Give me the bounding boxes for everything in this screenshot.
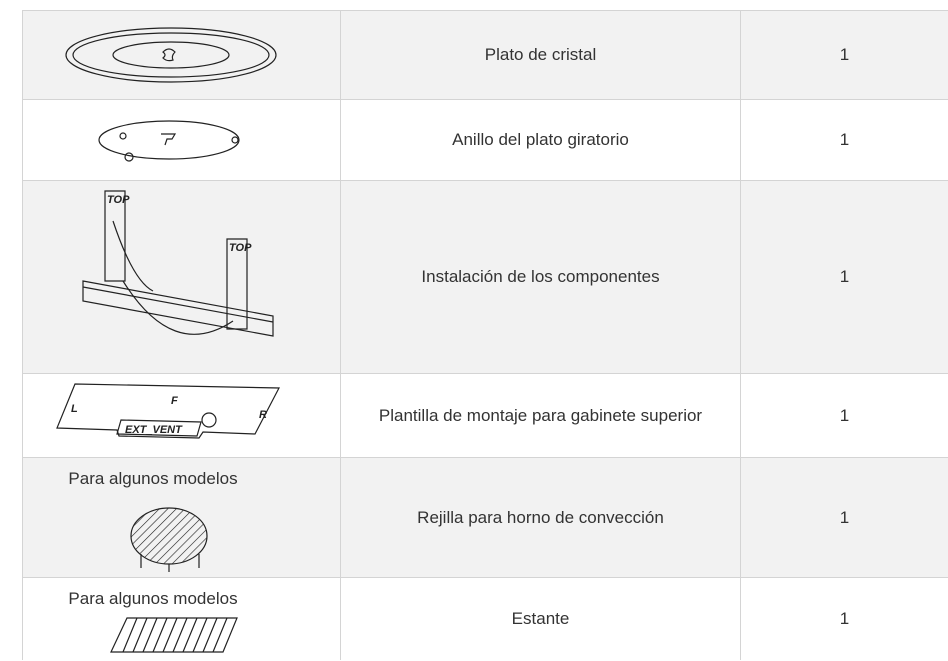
mounting-bracket-illustration: TOP TOP	[82, 190, 274, 337]
table-row: Para algunos modelos Rejilla para horno …	[22, 457, 948, 577]
item-quantity: 1	[740, 11, 948, 99]
item-name: Rejilla para horno de convección	[340, 458, 740, 577]
image-cell: Para algunos modelos	[22, 578, 340, 660]
image-cell: TOP TOP	[22, 181, 340, 373]
grill-illustration	[130, 507, 208, 572]
template-label: EXT_VENT	[125, 424, 183, 436]
item-quantity: 1	[740, 100, 948, 180]
table-row: Plato de cristal 1	[22, 10, 948, 99]
item-name: Instalación de los componentes	[340, 181, 740, 373]
table-row: Para algunos modelos Estante 1	[22, 577, 948, 660]
item-name: Plato de cristal	[340, 11, 740, 99]
table-row: TOP TOP Instalación de los componentes 1	[22, 180, 948, 373]
image-cell	[22, 11, 340, 99]
item-quantity: 1	[740, 181, 948, 373]
image-cell: Para algunos modelos	[22, 458, 340, 577]
item-name: Estante	[340, 578, 740, 660]
table-row: L F R EXT_VENT Plantilla de montaje para…	[22, 373, 948, 457]
image-cell	[22, 100, 340, 180]
template-label: R	[259, 409, 267, 421]
item-name: Anillo del plato giratorio	[340, 100, 740, 180]
item-name: Plantilla de montaje para gabinete super…	[340, 374, 740, 457]
bracket-label: TOP	[107, 194, 130, 206]
template-label: L	[71, 403, 78, 415]
item-quantity: 1	[740, 374, 948, 457]
item-note: Para algunos modelos	[68, 589, 238, 608]
bracket-label: TOP	[229, 242, 252, 254]
ring-illustration	[98, 120, 240, 162]
item-note: Para algunos modelos	[68, 469, 238, 488]
template-illustration: L F R EXT_VENT	[56, 383, 280, 439]
image-cell: L F R EXT_VENT	[22, 374, 340, 457]
template-label: F	[171, 395, 178, 407]
item-quantity: 1	[740, 578, 948, 660]
glass-tray-illustration	[65, 27, 277, 83]
item-quantity: 1	[740, 458, 948, 577]
table-row: Anillo del plato giratorio 1	[22, 99, 948, 180]
rack-illustration	[110, 617, 238, 653]
